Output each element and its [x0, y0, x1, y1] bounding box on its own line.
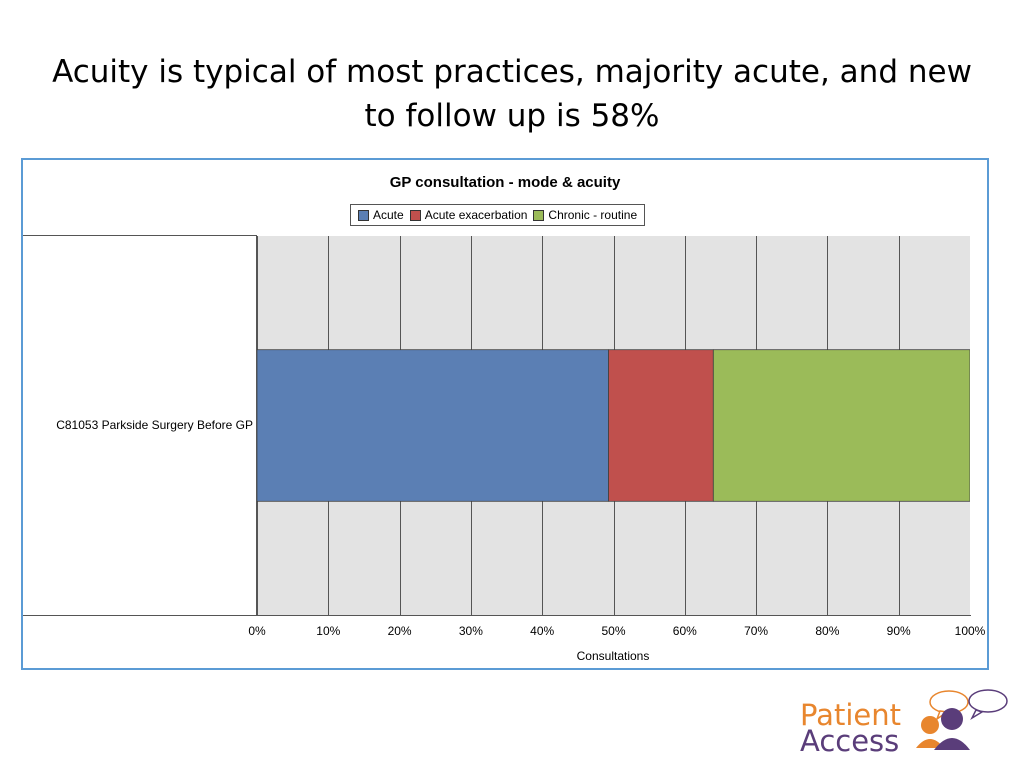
category-axis-divider [256, 235, 257, 616]
legend-item-acute: Acute [358, 208, 404, 222]
x-tick-label: 20% [387, 624, 412, 638]
x-axis-label: Consultations [576, 649, 650, 663]
category-axis-bottom-line [23, 615, 256, 616]
bar-acute-exacerbation [608, 349, 714, 502]
chart-legend: Acute Acute exacerbation Chronic - routi… [350, 204, 646, 226]
x-tick-label: 50% [601, 624, 626, 638]
bar-chronic-routine [712, 349, 970, 502]
slide-title: Acuity is typical of most practices, maj… [52, 54, 972, 134]
legend-swatch-acute-exacerbation [409, 209, 421, 221]
x-tick-label: 10% [316, 624, 341, 638]
x-tick-label: 30% [458, 624, 483, 638]
x-tick-label: 40% [530, 624, 555, 638]
legend-swatch-acute [358, 209, 369, 221]
x-tick-label: 60% [672, 624, 697, 638]
x-tick-label: 0% [248, 624, 266, 638]
people-speech-icon [916, 689, 1008, 750]
x-tick-label: 70% [744, 624, 769, 638]
legend-label-chronic-routine: Chronic - routine [548, 208, 638, 222]
x-tick-label: 100% [954, 624, 986, 638]
chart-title: GP consultation - mode & acuity [389, 174, 621, 191]
legend-label-acute-exacerbation: Acute exacerbation [424, 208, 528, 222]
x-tick-label: 90% [886, 624, 911, 638]
chart-frame: GP consultation - mode & acuity Acute Ac… [21, 158, 989, 670]
patient-access-logo: Patient Access [800, 688, 1010, 760]
logo-line2: Access [800, 724, 900, 758]
legend-swatch-chronic-routine [533, 209, 545, 221]
logo-line1: Patient [800, 698, 901, 732]
legend-item-chronic-routine: Chronic - routine [533, 208, 637, 222]
category-label: C81053 Parkside Surgery Before GP [56, 418, 253, 432]
x-tick-label: 80% [815, 624, 840, 638]
plot-area [257, 236, 970, 615]
category-axis-top-line [23, 235, 256, 236]
legend-item-acute-exacerbation: Acute exacerbation [409, 208, 528, 222]
x-axis-line [256, 615, 971, 616]
bar-acute [257, 349, 609, 502]
legend-label-acute: Acute [373, 208, 404, 222]
